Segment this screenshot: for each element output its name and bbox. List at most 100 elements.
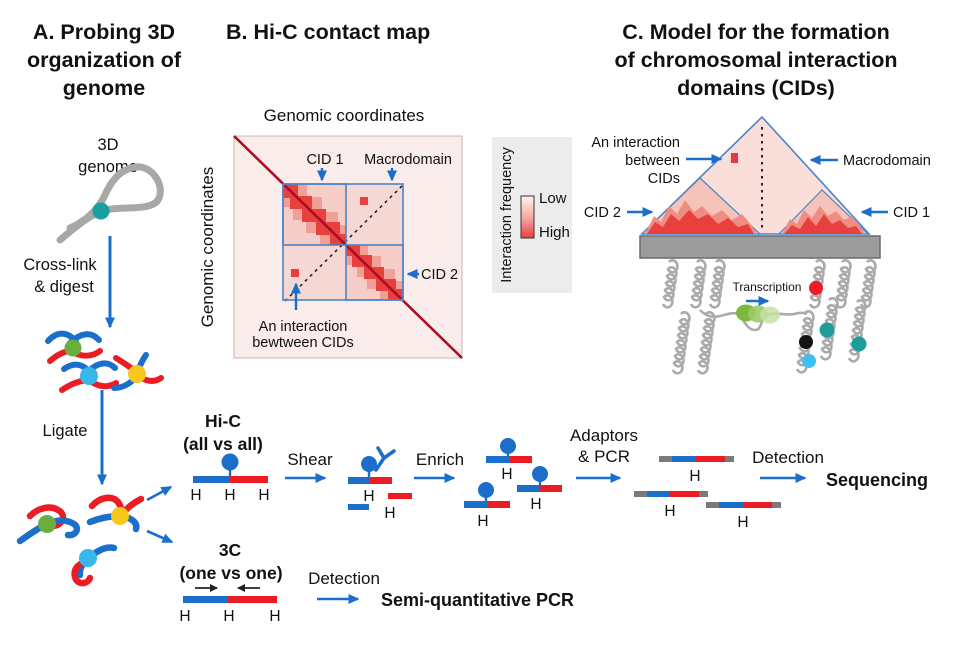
transcribed-strand	[699, 309, 808, 332]
biotin-mark	[221, 453, 239, 471]
transcription-label: Transcription	[733, 280, 802, 294]
map-macrodomain-label: Macrodomain	[364, 152, 452, 168]
crosslink-dot-cyan	[80, 367, 98, 385]
sheared-fragments	[348, 446, 412, 510]
main-diagonal	[233, 135, 463, 359]
h-site-label: H	[190, 487, 201, 504]
panel-b-left-axis-label: Genomic coordinates	[198, 167, 217, 328]
protein-dot-red	[809, 281, 823, 295]
h-site-label: H	[384, 505, 395, 522]
crosslink-label-line2: & digest	[34, 278, 94, 296]
ligated-dot-yellow	[111, 507, 129, 525]
biotin-mark	[361, 456, 377, 472]
threec-product	[183, 584, 277, 603]
panel-b-top-axis-label: Genomic coordinates	[264, 106, 425, 125]
model-inter-cid-contact	[731, 153, 738, 163]
workflow-3c: 3C (one vs one) H H H Detection Semi-qua…	[179, 540, 574, 625]
map-cid2-label: CID 2	[421, 267, 458, 283]
crosslink-label-line1: Cross-link	[23, 256, 97, 274]
panel-c-title-line3: domains (CIDs)	[677, 76, 835, 100]
panel-a-title-line3: genome	[63, 76, 145, 100]
to-3c-arrow	[146, 529, 174, 544]
h-site-label: H	[269, 608, 280, 625]
map-cid1-label: CID 1	[306, 152, 343, 168]
legend-axis-label: Interaction frequency	[499, 147, 515, 283]
map-interaction-label-line2: bewtween CIDs	[252, 335, 354, 351]
legend-low-label: Low	[539, 190, 567, 207]
biotin-mark	[532, 466, 548, 482]
protein-dot-lightblue	[802, 354, 816, 368]
ligated-dot-cyan	[79, 549, 97, 567]
model-cid1-label: CID 1	[893, 205, 930, 221]
workflow-hic: Hi-C (all vs all) H H H Shear H H Enrich	[183, 411, 928, 531]
hic-label-line1: Hi-C	[205, 411, 241, 431]
hic-ligation-product	[193, 453, 268, 483]
protein-dot-teal-1	[819, 322, 835, 338]
cid1-outline	[282, 183, 347, 246]
h-site-label: H	[223, 608, 234, 625]
model-interaction-label-line3: CIDs	[648, 171, 680, 187]
plectoneme-coils	[661, 259, 877, 375]
ligated-products	[16, 494, 145, 587]
enrich-label: Enrich	[416, 450, 464, 469]
panel-a-title-line1: A. Probing 3D	[33, 20, 175, 44]
rna-polymerase	[736, 304, 780, 324]
detection-label: Detection	[752, 448, 824, 467]
cid2-outline	[345, 244, 404, 301]
antibody-icon	[374, 446, 396, 472]
inter-cid-contact-lower	[291, 269, 299, 277]
protein-dot-teal-2	[851, 336, 867, 352]
panel-c-title-line2: of chromosomal interaction	[614, 48, 897, 72]
h-site-label: H	[477, 513, 488, 530]
legend-high-label: High	[539, 224, 570, 241]
h-site-label: H	[258, 487, 269, 504]
h-site-label: H	[689, 468, 700, 485]
h-site-label: H	[664, 503, 675, 520]
threec-label-line2: (one vs one)	[179, 563, 282, 583]
genome-label-line1: 3D	[97, 136, 118, 154]
panel-b-title: B. Hi-C contact map	[226, 20, 430, 44]
h-site-label: H	[737, 514, 748, 531]
genome-loop-drawing	[56, 163, 164, 244]
membrane-bar	[639, 235, 881, 259]
enriched-fragments	[464, 438, 562, 508]
detection2-label: Detection	[308, 569, 380, 588]
shear-label: Shear	[287, 450, 333, 469]
biotin-mark	[478, 482, 494, 498]
map-interaction-label-line1: An interaction	[259, 319, 348, 335]
protein-dot-black	[799, 335, 813, 349]
hic-label-line2: (all vs all)	[183, 434, 263, 454]
model-interaction-label-line1: An interaction	[591, 135, 680, 151]
ligated-dot-green	[38, 515, 56, 533]
panel-a-title-line2: organization of	[27, 48, 182, 72]
h-site-label: H	[501, 466, 512, 483]
sequencing-label: Sequencing	[826, 470, 928, 490]
threec-label-line1: 3C	[219, 540, 242, 560]
model-interaction-label-line2: between	[625, 153, 680, 169]
crosslink-dot-green	[64, 339, 82, 357]
model-macrodomain-label: Macrodomain	[843, 153, 931, 169]
h-site-label: H	[363, 488, 374, 505]
to-hic-arrow	[146, 485, 173, 502]
cid1-triangle	[777, 189, 870, 235]
inter-cid-contact-upper	[360, 197, 368, 205]
panel-b: B. Hi-C contact map Genomic coordinates …	[198, 20, 463, 359]
legend-gradient-bar	[520, 195, 535, 239]
adaptors-label-line2: & PCR	[578, 447, 630, 466]
biotin-mark	[500, 438, 516, 454]
panel-c-title-line1: C. Model for the formation	[622, 20, 890, 44]
ligate-label: Ligate	[43, 422, 88, 440]
cid2-triangle	[640, 177, 762, 235]
digested-fragments	[45, 330, 164, 393]
panel-a: A. Probing 3D organization of genome 3D …	[16, 20, 182, 587]
crosslink-protein-dot	[92, 202, 110, 220]
h-site-label: H	[530, 496, 541, 513]
adaptors-label-line1: Adaptors	[570, 426, 638, 445]
semi-pcr-label: Semi-quantitative PCR	[381, 590, 574, 610]
h-site-label: H	[224, 487, 235, 504]
model-cid2-label: CID 2	[584, 205, 621, 221]
crosslink-dot-yellow	[128, 365, 146, 383]
h-site-label: H	[179, 608, 190, 625]
